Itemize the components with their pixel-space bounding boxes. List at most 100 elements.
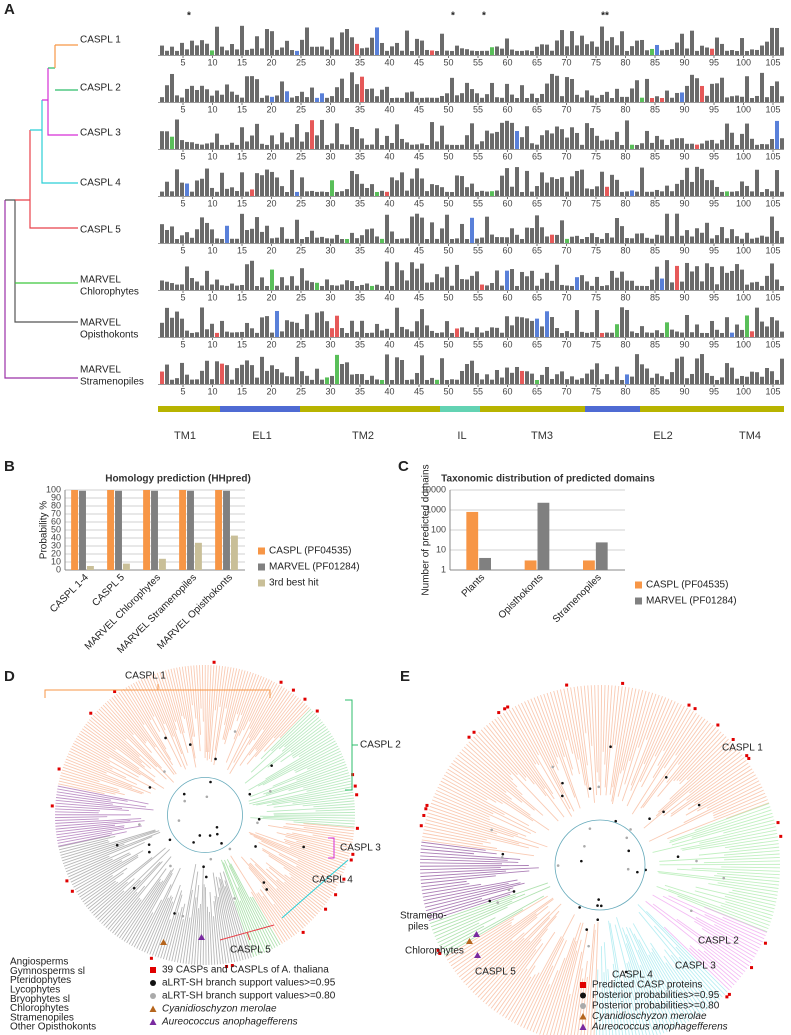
legend-label: Cyanidioschyzon merolae [592, 1011, 707, 1022]
support-node [169, 864, 172, 868]
logo-letter [515, 98, 519, 102]
position-label: 105 [765, 245, 780, 255]
logo-letter [370, 144, 374, 149]
logo-letter [490, 327, 494, 337]
branch [682, 832, 778, 851]
logo-letter [270, 269, 274, 290]
branch [262, 690, 290, 730]
sequence-logo [160, 72, 784, 102]
logo-letter [625, 191, 629, 196]
logo-letter [300, 91, 304, 102]
logo-letter [205, 222, 209, 243]
branch [652, 903, 746, 972]
branch [217, 896, 230, 964]
taxon-label: Other Opisthokonts [10, 1022, 96, 1033]
branch [580, 976, 588, 1035]
logo-letter [530, 320, 534, 337]
position-label: 65 [532, 104, 542, 114]
clade-label: CASPL 3 [80, 128, 121, 139]
support-node [599, 904, 603, 908]
logo-letter [645, 50, 649, 55]
logo-letter [605, 374, 609, 384]
logo-letter [535, 46, 539, 55]
clade-label: CASPL 4 [80, 178, 121, 189]
logo-letter [225, 50, 229, 55]
branch [214, 665, 221, 711]
logo-letter [660, 139, 664, 149]
logo-letter [475, 238, 479, 243]
x-tick-label: MARVEL Opisthokonts [155, 572, 235, 652]
logo-letter [595, 363, 599, 384]
logo-letter [285, 376, 289, 384]
logo-letter [280, 47, 284, 55]
logo-letter [500, 48, 504, 55]
logo-letter [205, 143, 209, 149]
branch [480, 729, 527, 782]
logo-letter [295, 322, 299, 337]
logo-letter [675, 92, 679, 102]
logo-letter [250, 135, 254, 149]
support-node [501, 852, 505, 856]
logo-letter [280, 81, 284, 102]
group-label: piles [408, 922, 429, 933]
tip-marker [776, 821, 780, 825]
logo-letter [775, 379, 779, 384]
logo-letter [630, 280, 634, 290]
logo-letter [480, 97, 484, 102]
logo-letter [435, 97, 439, 102]
logo-letter [540, 172, 544, 196]
branch [196, 665, 201, 735]
logo-letter [170, 73, 174, 102]
branch [726, 802, 770, 819]
branch [223, 862, 260, 956]
branch [56, 791, 111, 801]
logo-letter [310, 230, 314, 243]
logo-letter [295, 50, 299, 55]
logo-letter [590, 189, 594, 196]
branch [74, 740, 139, 778]
position-label: 70 [561, 104, 571, 114]
branch [104, 702, 134, 735]
branch [128, 868, 175, 945]
branch [313, 803, 355, 808]
logo-letter [225, 331, 229, 337]
logo-letter [705, 263, 709, 290]
logo-letter [690, 181, 694, 196]
sequence-logo [160, 260, 784, 290]
branch [227, 680, 273, 771]
logo-letter [550, 133, 554, 149]
branch [652, 894, 757, 955]
logo-letter [590, 369, 594, 384]
branch [646, 911, 728, 993]
bracket [44, 684, 271, 698]
position-label: 70 [561, 339, 571, 349]
logo-letter [405, 329, 409, 337]
logo-letter [610, 174, 614, 196]
branch [621, 927, 662, 1035]
sequence-logo [160, 119, 784, 149]
branch [628, 961, 651, 1035]
branch [89, 847, 166, 912]
branch [212, 872, 227, 964]
branch [57, 788, 128, 802]
tip-marker [745, 754, 749, 758]
logo-letter [230, 283, 234, 290]
group-label: Strameno- [400, 911, 447, 922]
branch [96, 710, 127, 740]
logo-letter [740, 38, 744, 55]
logo-letter [775, 81, 779, 102]
branch [542, 922, 582, 1035]
tree-core [167, 777, 243, 853]
branch [191, 884, 200, 965]
branch [683, 783, 761, 824]
branch [278, 854, 338, 887]
logo-letter [345, 280, 349, 290]
logo-letter [315, 237, 319, 243]
y-tick-label: 30 [51, 540, 61, 550]
logo-letter [650, 97, 654, 102]
branch [164, 670, 189, 754]
branch [185, 871, 199, 964]
branch [724, 839, 779, 849]
branch [248, 740, 336, 791]
branch [55, 797, 113, 805]
